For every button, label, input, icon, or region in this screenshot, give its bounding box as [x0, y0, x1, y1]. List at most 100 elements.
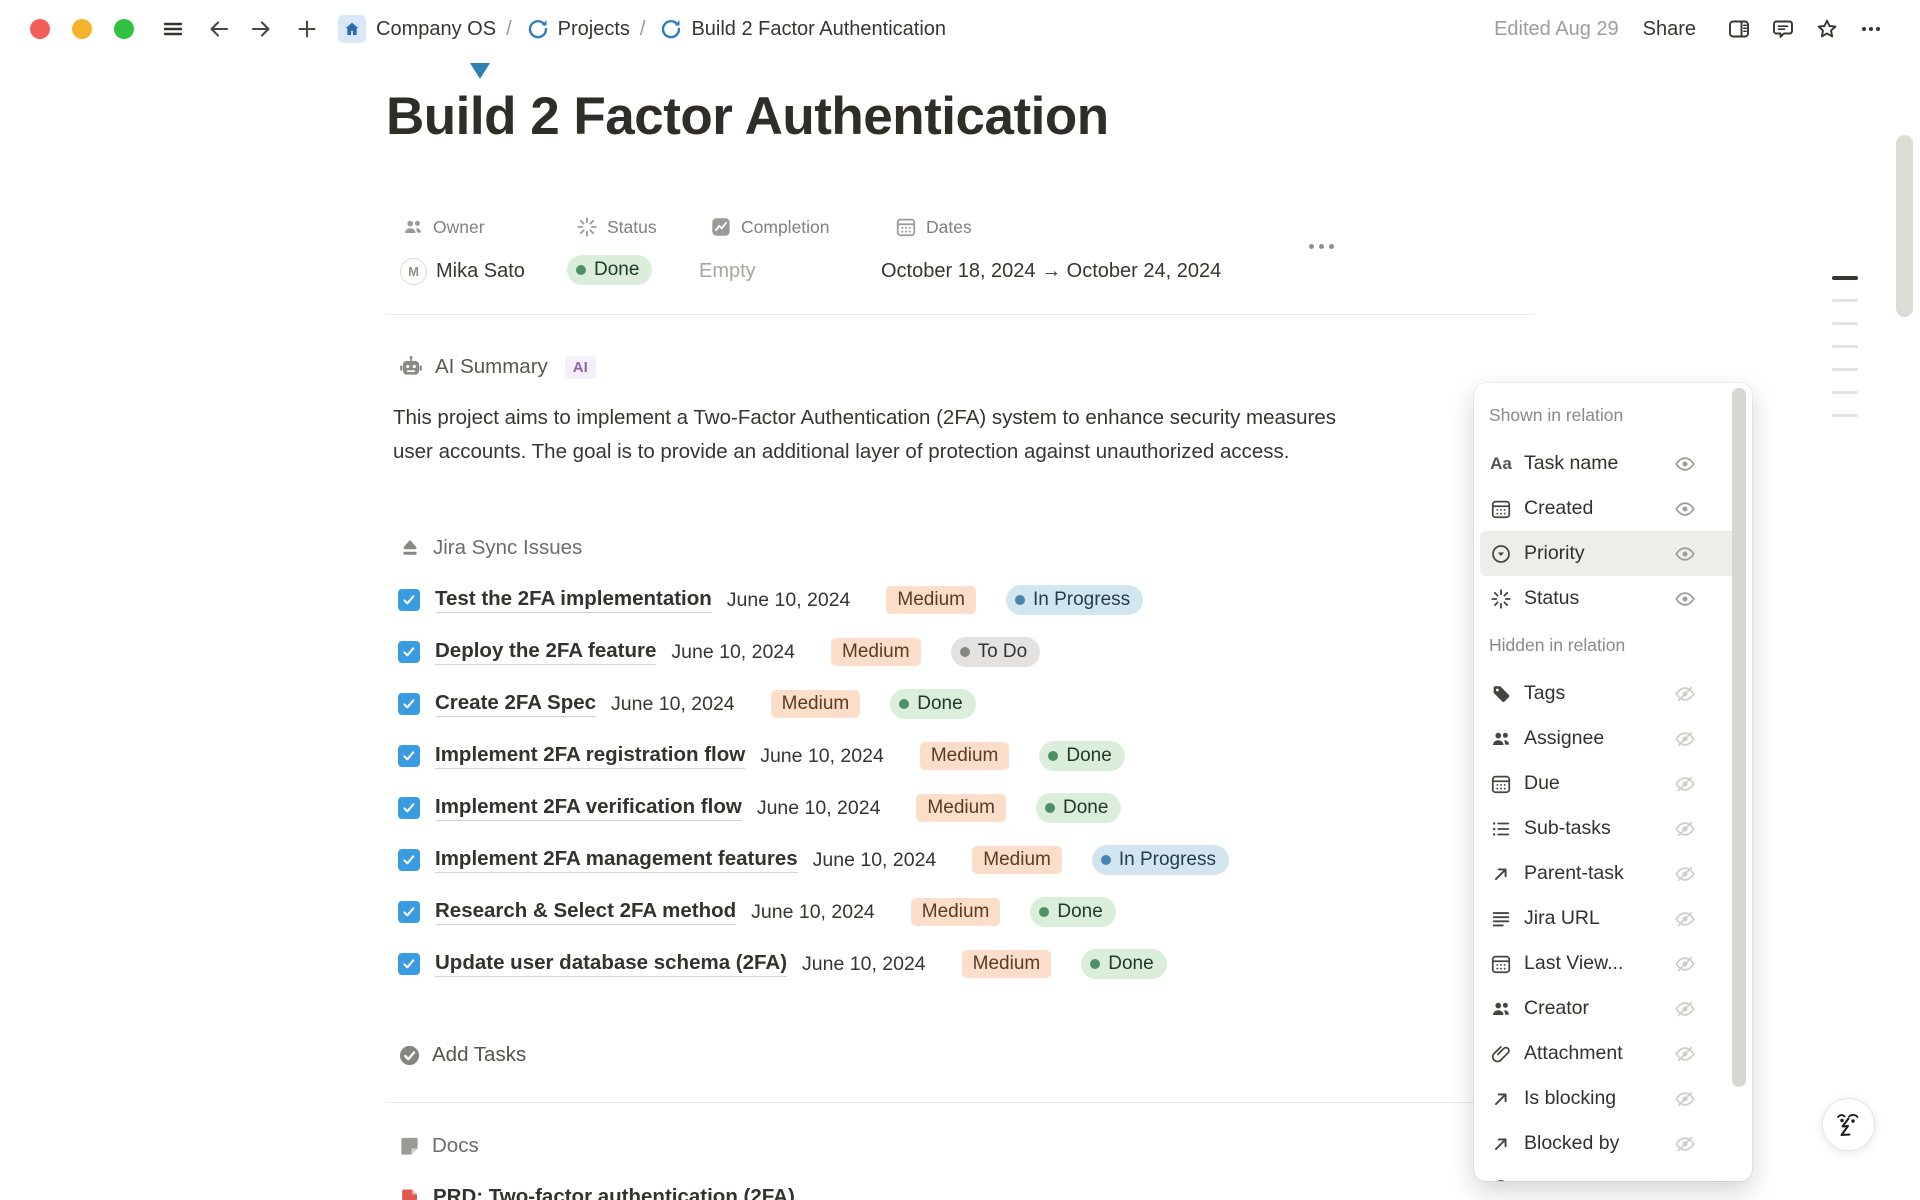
- popup-scrollbar[interactable]: [1732, 388, 1746, 1087]
- topbar: Company OS / Projects / Build 2 Factor A…: [0, 0, 1920, 58]
- completion-chart-icon: [712, 218, 730, 236]
- task-checkbox[interactable]: [398, 693, 420, 715]
- home-tab-chip[interactable]: [338, 15, 366, 43]
- task-title[interactable]: Deploy the 2FA feature: [435, 639, 657, 665]
- task-checkbox[interactable]: [398, 849, 420, 871]
- eye-hidden-icon[interactable]: [1674, 683, 1696, 705]
- ai-summary-heading[interactable]: AI Summary AI: [398, 354, 596, 380]
- task-title[interactable]: Implement 2FA registration flow: [435, 743, 746, 769]
- eye-hidden-icon[interactable]: [1674, 773, 1696, 795]
- task-row[interactable]: Deploy the 2FA feature June 10, 2024 Med…: [398, 626, 1229, 678]
- toggle-side-panel-button[interactable]: [1722, 12, 1756, 46]
- task-checkbox[interactable]: [398, 901, 420, 923]
- doc-link-title[interactable]: PRD: Two-factor authentication (2FA): [433, 1185, 795, 1200]
- eye-hidden-icon[interactable]: [1674, 1133, 1696, 1155]
- task-checkbox[interactable]: [398, 745, 420, 767]
- page-title[interactable]: Build 2 Factor Authentication: [386, 87, 1109, 146]
- comments-button[interactable]: [1766, 12, 1800, 46]
- eye-hidden-icon[interactable]: [1674, 863, 1696, 885]
- breadcrumb-current-page[interactable]: Build 2 Factor Authentication: [691, 17, 947, 40]
- doc-link-prd[interactable]: PRD: Two-factor authentication (2FA): [398, 1185, 795, 1200]
- back-button[interactable]: [202, 12, 236, 46]
- property-dates-label[interactable]: Dates: [895, 216, 972, 238]
- eye-visible-icon[interactable]: [1674, 453, 1696, 475]
- eye-hidden-icon[interactable]: [1674, 818, 1696, 840]
- docs-heading[interactable]: Docs: [398, 1134, 479, 1158]
- task-title[interactable]: Test the 2FA implementation: [435, 587, 712, 613]
- table-of-contents-indicator[interactable]: [1832, 276, 1858, 437]
- popup-item-tags[interactable]: Tags: [1480, 671, 1746, 716]
- properties-more-button[interactable]: [1303, 238, 1340, 255]
- popup-item-parent-task[interactable]: Parent-task: [1480, 851, 1746, 896]
- eye-hidden-icon[interactable]: [1674, 908, 1696, 930]
- eye-visible-icon[interactable]: [1674, 588, 1696, 610]
- eye-hidden-icon[interactable]: [1674, 728, 1696, 750]
- new-tab-button[interactable]: [290, 12, 324, 46]
- task-title[interactable]: Create 2FA Spec: [435, 691, 597, 717]
- jira-sync-heading[interactable]: Jira Sync Issues: [398, 536, 582, 560]
- share-button[interactable]: Share: [1642, 17, 1696, 40]
- task-checkbox[interactable]: [398, 953, 420, 975]
- topbar-actions: Edited Aug 29 Share: [1494, 12, 1920, 46]
- eye-visible-icon[interactable]: [1674, 498, 1696, 520]
- sidebar-menu-button[interactable]: [156, 12, 190, 46]
- owner-avatar: M: [400, 258, 427, 285]
- task-row[interactable]: Implement 2FA management features June 1…: [398, 834, 1229, 886]
- popup-item-creator[interactable]: Creator: [1480, 986, 1746, 1031]
- task-row[interactable]: Update user database schema (2FA) June 1…: [398, 938, 1229, 990]
- task-title[interactable]: Update user database schema (2FA): [435, 951, 788, 977]
- popup-item-blocked-by[interactable]: Blocked by: [1480, 1121, 1746, 1166]
- property-owner-label[interactable]: Owner: [402, 216, 485, 238]
- popup-item-assignee[interactable]: Assignee: [1480, 716, 1746, 761]
- popup-item-status[interactable]: Status: [1480, 576, 1746, 621]
- minimize-window-button[interactable]: [72, 19, 92, 39]
- forward-button[interactable]: [244, 12, 278, 46]
- popup-item-attachment[interactable]: Attachment: [1480, 1031, 1746, 1076]
- popup-item-partial[interactable]: [1480, 1166, 1746, 1181]
- popup-item-jira-url[interactable]: Jira URL: [1480, 896, 1746, 941]
- zoom-window-button[interactable]: [114, 19, 134, 39]
- task-title[interactable]: Research & Select 2FA method: [435, 899, 737, 925]
- dates-value[interactable]: October 18, 2024 → October 24, 2024: [881, 260, 1222, 282]
- breadcrumb-home[interactable]: Company OS: [376, 17, 497, 40]
- popup-item-task-name[interactable]: Aa Task name: [1480, 441, 1746, 486]
- eye-hidden-icon[interactable]: [1674, 998, 1696, 1020]
- priority-badge: Medium: [831, 638, 921, 666]
- completion-value[interactable]: Empty: [699, 260, 756, 282]
- task-row[interactable]: Research & Select 2FA method June 10, 20…: [398, 886, 1229, 938]
- eye-hidden-icon[interactable]: [1674, 953, 1696, 975]
- task-row[interactable]: Test the 2FA implementation June 10, 202…: [398, 574, 1229, 626]
- popup-item-created[interactable]: Created: [1480, 486, 1746, 531]
- people-icon: [405, 220, 421, 234]
- task-row[interactable]: Create 2FA Spec June 10, 2024 Medium Don…: [398, 678, 1229, 730]
- task-checkbox[interactable]: [398, 589, 420, 611]
- eye-visible-icon[interactable]: [1674, 543, 1696, 565]
- popup-item-last-viewed[interactable]: Last View...: [1480, 941, 1746, 986]
- status-value-pill[interactable]: Done: [567, 255, 653, 285]
- page-scrollbar[interactable]: [1896, 135, 1913, 317]
- favorite-button[interactable]: [1810, 12, 1844, 46]
- more-options-button[interactable]: [1854, 12, 1888, 46]
- priority-badge: Medium: [919, 742, 1010, 770]
- property-status-label[interactable]: Status: [576, 216, 657, 238]
- task-row[interactable]: Implement 2FA verification flow June 10,…: [398, 782, 1229, 834]
- eye-hidden-icon[interactable]: [1674, 1088, 1696, 1110]
- breadcrumb-projects[interactable]: Projects: [557, 17, 630, 40]
- property-completion-label[interactable]: Completion: [710, 216, 830, 238]
- task-checkbox[interactable]: [398, 797, 420, 819]
- owner-value[interactable]: Mika Sato: [436, 260, 525, 282]
- breadcrumb-separator: /: [506, 17, 512, 40]
- task-row[interactable]: Implement 2FA registration flow June 10,…: [398, 730, 1229, 782]
- popup-item-is-blocking[interactable]: Is blocking: [1480, 1076, 1746, 1121]
- eject-icon: [403, 540, 417, 555]
- notion-ai-face-button[interactable]: [1822, 1098, 1875, 1151]
- task-title[interactable]: Implement 2FA verification flow: [435, 795, 742, 821]
- task-title[interactable]: Implement 2FA management features: [435, 847, 798, 873]
- popup-item-sub-tasks[interactable]: Sub-tasks: [1480, 806, 1746, 851]
- task-checkbox[interactable]: [398, 641, 420, 663]
- close-window-button[interactable]: [30, 19, 50, 39]
- eye-hidden-icon[interactable]: [1674, 1043, 1696, 1065]
- popup-item-due[interactable]: Due: [1480, 761, 1746, 806]
- popup-item-priority[interactable]: Priority: [1480, 531, 1746, 576]
- add-tasks-button[interactable]: Add Tasks: [398, 1043, 526, 1067]
